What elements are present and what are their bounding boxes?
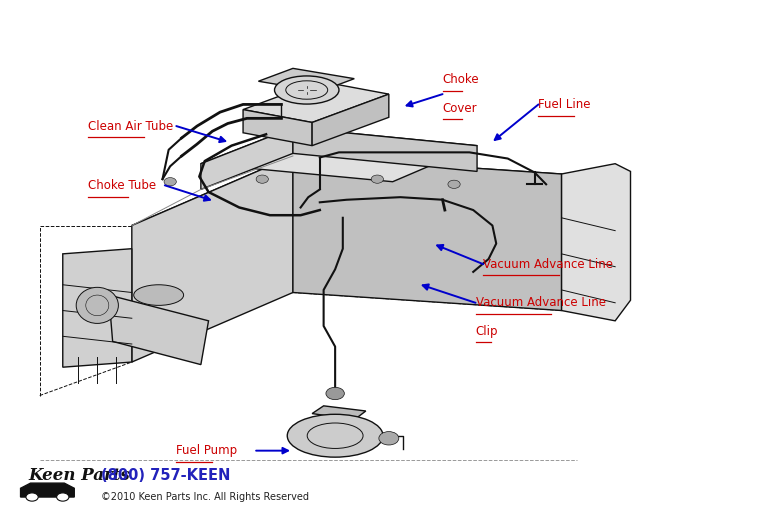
Polygon shape [201, 127, 293, 190]
Polygon shape [243, 110, 312, 146]
Polygon shape [312, 94, 389, 146]
Polygon shape [243, 81, 389, 122]
Text: Fuel Line: Fuel Line [538, 98, 591, 111]
Text: (800) 757-KEEN: (800) 757-KEEN [101, 468, 230, 482]
Text: Keen Parts: Keen Parts [28, 467, 130, 483]
Ellipse shape [287, 414, 383, 457]
Text: Vacuum Advance Line: Vacuum Advance Line [476, 296, 605, 309]
Ellipse shape [134, 285, 183, 306]
Circle shape [379, 431, 399, 445]
Ellipse shape [76, 287, 119, 323]
Circle shape [448, 180, 460, 189]
Polygon shape [201, 127, 477, 182]
Polygon shape [63, 249, 132, 367]
Text: Fuel Pump: Fuel Pump [176, 444, 237, 457]
Circle shape [57, 493, 69, 501]
Text: Clean Air Tube: Clean Air Tube [88, 120, 173, 133]
Text: Choke: Choke [443, 73, 479, 86]
Text: Cover: Cover [443, 102, 477, 114]
Polygon shape [132, 156, 561, 241]
Polygon shape [312, 406, 366, 420]
Polygon shape [109, 295, 209, 365]
Polygon shape [259, 68, 354, 92]
Polygon shape [561, 164, 631, 321]
Polygon shape [132, 156, 293, 362]
Polygon shape [293, 127, 477, 171]
Text: Choke Tube: Choke Tube [88, 179, 156, 192]
Text: Clip: Clip [476, 325, 498, 338]
Text: ©2010 Keen Parts Inc. All Rights Reserved: ©2010 Keen Parts Inc. All Rights Reserve… [101, 492, 309, 502]
Circle shape [326, 387, 344, 400]
Circle shape [26, 493, 38, 501]
Circle shape [256, 175, 269, 183]
Polygon shape [21, 483, 74, 497]
Polygon shape [293, 156, 561, 310]
Circle shape [371, 175, 383, 183]
Ellipse shape [275, 76, 339, 104]
Text: Vacuum Advance Line: Vacuum Advance Line [484, 257, 613, 270]
Circle shape [164, 178, 176, 186]
